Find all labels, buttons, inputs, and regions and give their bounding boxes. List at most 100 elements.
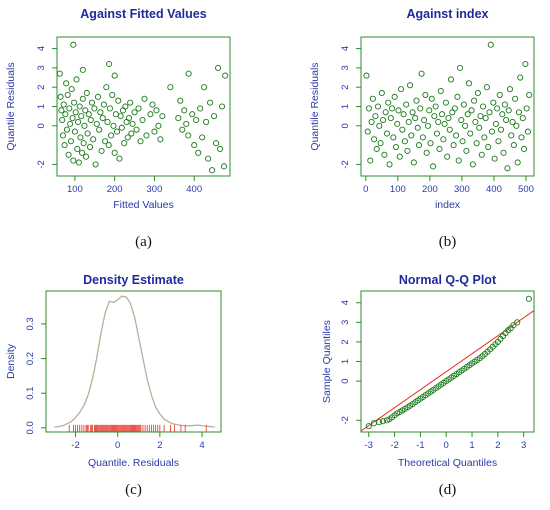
data-point xyxy=(391,93,398,100)
data-point xyxy=(423,149,430,156)
data-point xyxy=(133,126,140,133)
data-point xyxy=(451,105,458,112)
data-point xyxy=(106,105,113,112)
data-point xyxy=(430,163,437,170)
data-point xyxy=(124,134,131,141)
data-point xyxy=(79,95,86,102)
x-tick-label: 1 xyxy=(469,440,474,451)
data-point xyxy=(480,103,487,110)
data-point xyxy=(365,423,372,430)
data-point xyxy=(127,99,134,106)
data-point xyxy=(93,120,100,127)
data-point xyxy=(431,113,438,120)
data-point xyxy=(83,89,90,97)
y-tick-label: -2 xyxy=(340,416,351,424)
plot-frame xyxy=(45,290,222,433)
data-point xyxy=(390,134,397,141)
data-point xyxy=(413,97,420,104)
data-point xyxy=(78,113,85,120)
data-point xyxy=(147,111,154,118)
data-point xyxy=(91,105,98,112)
data-point xyxy=(525,295,532,302)
data-point xyxy=(72,109,79,116)
data-point xyxy=(167,84,174,91)
data-point xyxy=(523,105,530,112)
data-point xyxy=(424,122,432,129)
data-point xyxy=(193,116,200,124)
data-point xyxy=(476,124,483,131)
data-point xyxy=(435,118,442,125)
data-point xyxy=(521,145,528,153)
data-point xyxy=(185,132,192,139)
data-point xyxy=(363,72,370,79)
chart-title: Density Estimate xyxy=(83,273,184,287)
data-point xyxy=(74,145,81,153)
data-point xyxy=(490,99,497,106)
data-point xyxy=(220,163,228,170)
data-point xyxy=(79,66,86,73)
x-tick-label: -2 xyxy=(390,440,398,451)
data-point xyxy=(399,126,406,133)
data-point xyxy=(440,136,447,143)
data-point xyxy=(485,143,492,151)
x-tick-label: 0 xyxy=(363,184,368,195)
data-point xyxy=(122,103,129,110)
data-point xyxy=(389,105,396,112)
data-point xyxy=(369,95,376,102)
data-point xyxy=(417,105,424,112)
data-point xyxy=(512,95,519,102)
data-point xyxy=(497,126,505,133)
data-point xyxy=(128,130,135,137)
density-curve xyxy=(54,295,215,428)
x-tick-label: 2 xyxy=(495,440,500,451)
data-point xyxy=(61,142,68,149)
y-tick-label: 2 xyxy=(340,85,351,90)
data-point xyxy=(515,109,522,116)
data-point xyxy=(195,149,202,156)
data-point xyxy=(149,101,156,108)
data-point xyxy=(159,113,166,120)
data-point xyxy=(474,89,481,97)
data-point xyxy=(494,105,501,112)
y-tick-label: -2 xyxy=(340,160,351,168)
data-point xyxy=(491,155,498,162)
data-point xyxy=(456,64,464,71)
data-point xyxy=(496,91,503,98)
data-point xyxy=(209,167,216,174)
data-point xyxy=(378,89,385,97)
data-point xyxy=(76,103,83,110)
data-point xyxy=(495,138,502,145)
data-point xyxy=(408,132,415,139)
x-tick-label: 0 xyxy=(115,440,120,451)
data-point xyxy=(106,60,113,68)
y-tick-label: 4 xyxy=(340,300,351,305)
data-point xyxy=(117,113,124,120)
data-point xyxy=(394,120,401,127)
data-point xyxy=(473,140,480,147)
data-point xyxy=(141,95,148,102)
data-point xyxy=(412,115,419,122)
data-point xyxy=(373,145,380,153)
data-point xyxy=(104,118,111,125)
data-point xyxy=(155,122,162,129)
data-point xyxy=(97,109,104,116)
data-point xyxy=(59,132,67,139)
y-tick-label: 3 xyxy=(36,65,47,70)
panel-label: (b) xyxy=(439,234,457,250)
x-axis-label: index xyxy=(435,199,461,211)
data-point xyxy=(63,126,70,133)
data-point xyxy=(67,120,74,127)
data-point xyxy=(481,134,488,141)
data-point xyxy=(110,122,117,129)
data-point xyxy=(387,115,394,122)
data-point xyxy=(460,101,467,108)
panel-label: (a) xyxy=(135,234,152,250)
data-point xyxy=(504,165,511,172)
data-point xyxy=(433,130,440,137)
data-point xyxy=(468,107,475,114)
data-point xyxy=(181,107,188,114)
y-tick-label: 0.0 xyxy=(25,421,36,434)
data-point xyxy=(179,126,186,133)
data-point xyxy=(79,149,86,156)
data-point xyxy=(65,151,72,158)
